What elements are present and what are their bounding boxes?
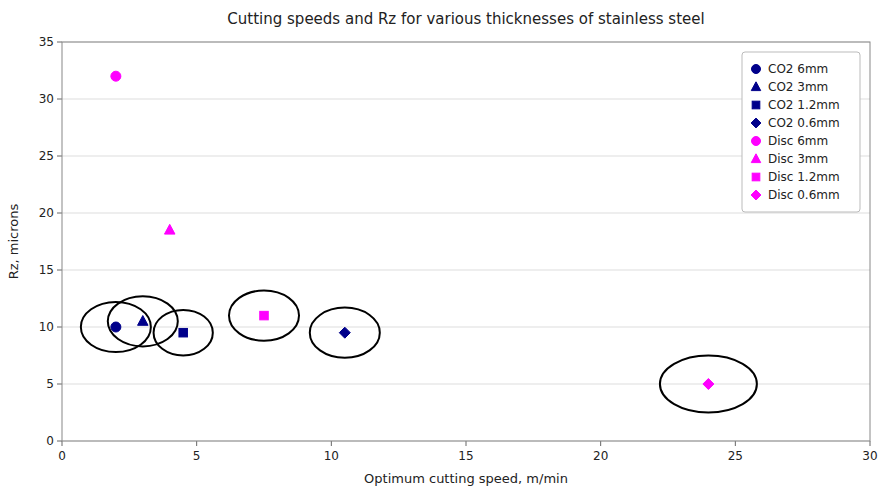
legend-label: CO2 6mm: [768, 62, 828, 76]
y-tick-label: 30: [39, 92, 54, 106]
x-tick: [735, 441, 736, 446]
legend-marker: [751, 190, 761, 200]
series: [111, 71, 121, 81]
x-tick: [466, 441, 467, 446]
y-axis: 0 5 10 15 20 25 30 35: [39, 35, 870, 448]
legend-label: Disc 0.6mm: [768, 188, 840, 202]
legend-label: CO2 0.6mm: [768, 116, 840, 130]
legend-marker: [752, 137, 761, 146]
legend-marker: [752, 101, 760, 109]
plot-frame: [62, 42, 870, 441]
x-tick-label: 5: [193, 449, 201, 463]
y-tick-label: 0: [46, 434, 54, 448]
point: [111, 71, 121, 81]
series: [111, 322, 121, 332]
annotation-ellipse: [81, 302, 151, 352]
point: [260, 311, 269, 320]
legend-marker: [751, 82, 760, 91]
legend-label: Disc 3mm: [768, 152, 828, 166]
legend-label: Disc 6mm: [768, 134, 828, 148]
marks: [81, 71, 757, 412]
x-axis-label: Optimum cutting speed, m/min: [364, 471, 568, 486]
series: [260, 311, 269, 320]
y-grid-line: [62, 270, 870, 271]
annotation-ellipse: [660, 356, 757, 413]
y-tick-label: 25: [39, 149, 54, 163]
series: [339, 327, 350, 338]
legend-marker: [751, 118, 761, 128]
y-tick: [57, 384, 62, 385]
y-tick: [57, 42, 62, 43]
legend-marker: [752, 65, 761, 74]
annotation-ellipse: [108, 296, 178, 346]
x-tick-label: 15: [458, 449, 473, 463]
annotation-ellipse: [229, 291, 299, 341]
legend-marker: [751, 154, 760, 163]
point: [179, 328, 188, 337]
x-tick: [196, 441, 197, 446]
series: [164, 224, 175, 234]
point: [339, 327, 350, 338]
series: [703, 379, 714, 390]
y-grid-line: [62, 327, 870, 328]
legend-label: CO2 1.2mm: [768, 98, 840, 112]
y-tick: [57, 270, 62, 271]
plot-background: [62, 42, 870, 441]
y-axis-label: Rz, microns: [6, 203, 21, 279]
chart: 0 5 10 15 20 25 30 35 0 5 10 15 20 25 30 Cutting speeds…: [0, 0, 888, 495]
point: [703, 379, 714, 390]
x-tick: [870, 441, 871, 446]
legend-label: Disc 1.2mm: [768, 170, 840, 184]
x-tick: [62, 441, 63, 446]
y-tick-label: 20: [39, 206, 54, 220]
point: [138, 316, 149, 326]
annotation-ellipse: [154, 310, 213, 356]
point: [164, 224, 175, 234]
y-tick-label: 15: [39, 263, 54, 277]
y-tick: [57, 213, 62, 214]
legend-marker: [752, 173, 760, 181]
title: Cutting speeds and Rz for various thickn…: [227, 10, 704, 28]
legend: CO2 6mm CO2 3mm CO2 1.2mm CO2 0.6mm Disc 6mm…: [742, 52, 860, 212]
x-axis: 0 5 10 15 20 25 30: [58, 441, 877, 463]
y-tick-label: 5: [46, 377, 54, 391]
x-tick-label: 0: [58, 449, 66, 463]
x-tick-label: 30: [862, 449, 877, 463]
y-grid-line: [62, 213, 870, 214]
x-tick-label: 10: [324, 449, 339, 463]
y-tick: [57, 99, 62, 100]
x-tick: [331, 441, 332, 446]
y-tick: [57, 156, 62, 157]
y-tick-label: 35: [39, 35, 54, 49]
legend-label: CO2 3mm: [768, 80, 828, 94]
legend-box: [742, 52, 860, 212]
y-grid-line: [62, 384, 870, 385]
x-tick-label: 20: [593, 449, 608, 463]
x-tick-label: 25: [728, 449, 743, 463]
x-tick: [600, 441, 601, 446]
annotation-ellipse: [310, 308, 380, 358]
series: [179, 328, 188, 337]
y-tick-label: 10: [39, 320, 54, 334]
point: [111, 322, 121, 332]
series: [138, 316, 149, 326]
y-tick: [57, 441, 62, 442]
y-tick: [57, 327, 62, 328]
